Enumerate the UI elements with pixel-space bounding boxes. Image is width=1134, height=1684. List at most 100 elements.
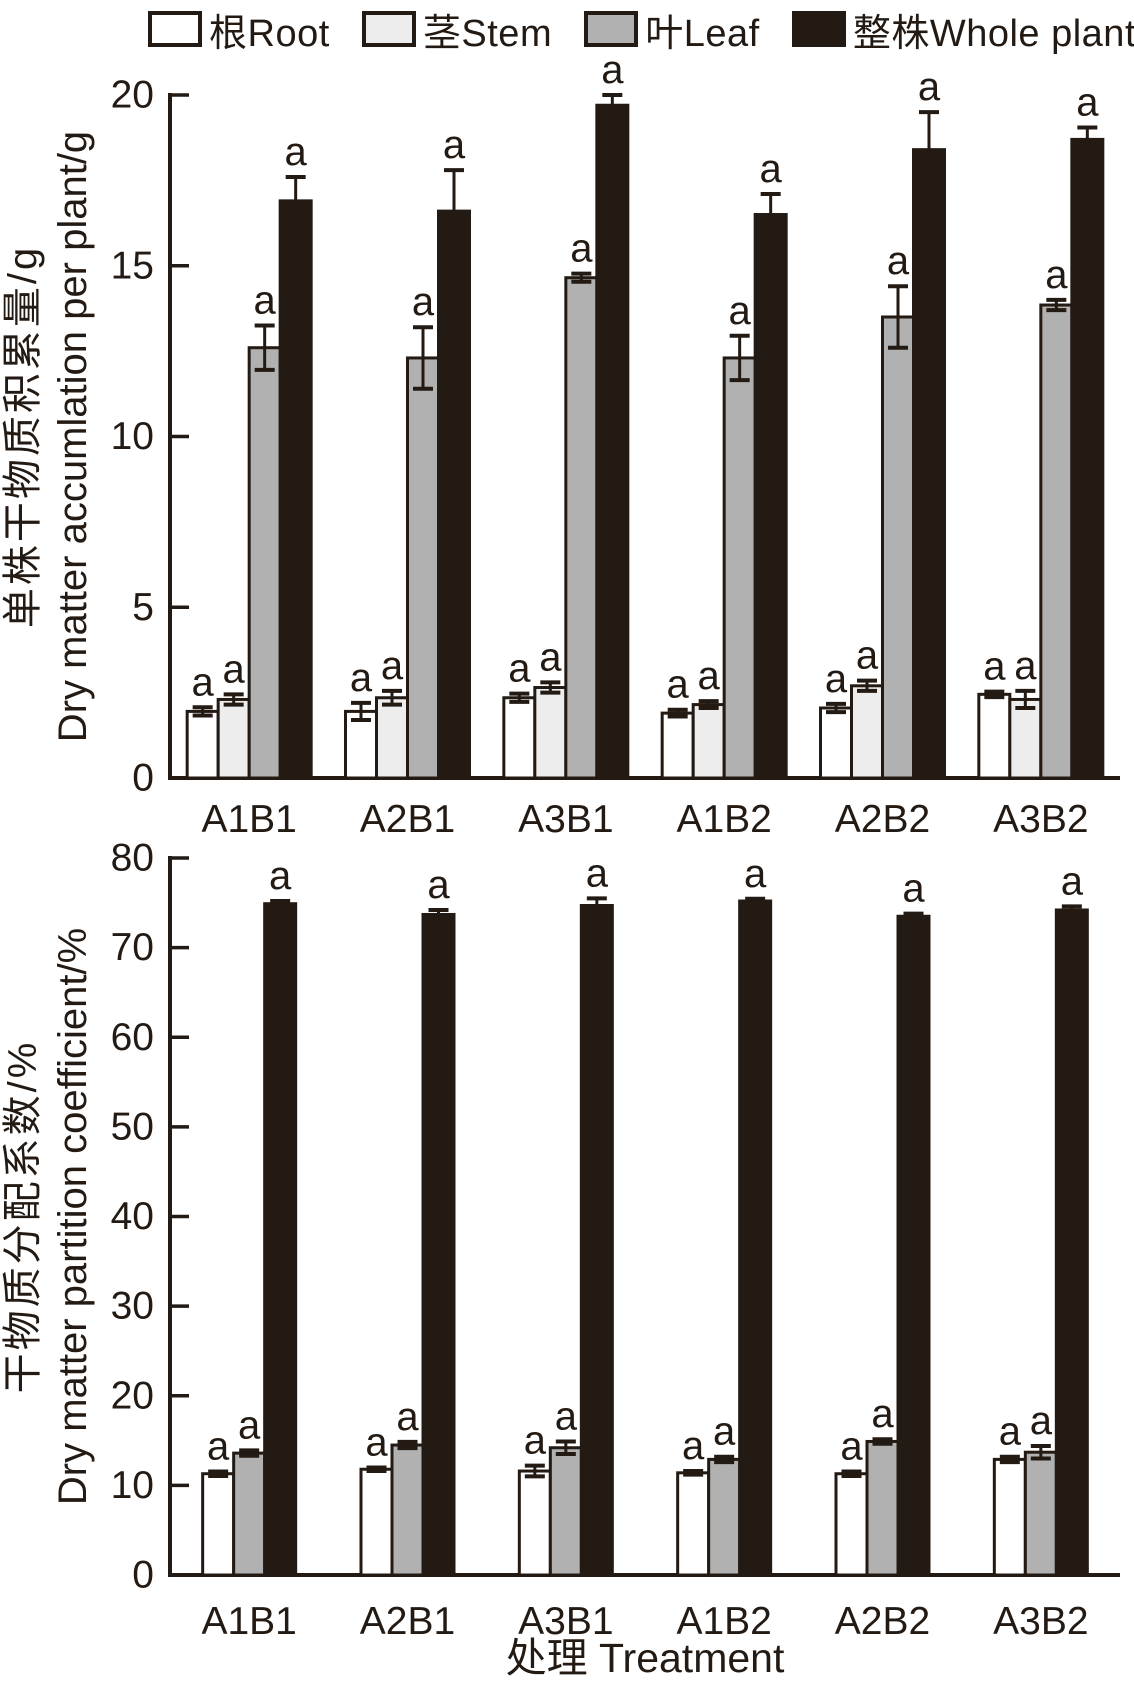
significance-letter: a xyxy=(1061,859,1084,903)
bar xyxy=(912,148,946,780)
significance-letter: a xyxy=(1045,253,1068,297)
whole-plant-swatch-icon xyxy=(791,11,846,47)
significance-letter: a xyxy=(539,635,562,679)
bar xyxy=(1054,908,1089,1577)
y-axis-title-zh: 单株干物质积累量/g xyxy=(1,245,45,628)
bar xyxy=(660,711,695,780)
bar xyxy=(896,914,931,1577)
bar xyxy=(375,696,409,780)
significance-letter: a xyxy=(524,1419,547,1463)
legend-label-stem: 茎Stem xyxy=(422,12,553,55)
significance-letter: a xyxy=(601,48,624,92)
bar xyxy=(865,1439,900,1577)
bar xyxy=(691,703,726,780)
bar xyxy=(533,686,568,780)
significance-letter: a xyxy=(682,1424,705,1468)
bar xyxy=(390,1443,425,1577)
x-tick-label: A2B2 xyxy=(835,798,930,841)
legend-item-stem: 茎Stem xyxy=(361,2,553,57)
significance-letter: a xyxy=(744,852,767,896)
bar xyxy=(421,912,456,1577)
significance-letter: a xyxy=(918,65,941,109)
y-axis-title-zh: 干物质分配系数/% xyxy=(1,1040,45,1394)
significance-letter: a xyxy=(555,1394,578,1438)
significance-letter: a xyxy=(856,634,879,678)
significance-letter: a xyxy=(840,1424,863,1468)
y-tick-label: 5 xyxy=(132,586,154,629)
bar xyxy=(1023,1450,1058,1577)
significance-letter: a xyxy=(1014,644,1037,688)
significance-letter: a xyxy=(381,644,404,688)
y-tick-label: 10 xyxy=(111,1464,154,1507)
x-tick-label: A1B2 xyxy=(676,798,771,841)
significance-letter: a xyxy=(871,1392,894,1436)
bar xyxy=(819,706,853,780)
bar xyxy=(564,276,599,780)
stem-swatch-icon xyxy=(361,11,416,47)
bar xyxy=(977,692,1012,780)
y-tick-label: 15 xyxy=(111,244,154,287)
leaf-swatch-icon xyxy=(584,11,639,47)
significance-letter: a xyxy=(1030,1399,1053,1443)
y-tick-label: 80 xyxy=(111,837,154,880)
significance-letter: a xyxy=(192,660,215,704)
significance-letter: a xyxy=(570,227,593,271)
significance-letter: a xyxy=(412,280,435,324)
x-tick-label: A3B1 xyxy=(518,1600,613,1643)
legend-item-leaf: 叶Leaf xyxy=(584,2,759,57)
bar xyxy=(548,1446,583,1577)
bar xyxy=(722,356,757,780)
significance-letter: a xyxy=(729,289,752,333)
legend-item-whole-plant: 整株Whole plant xyxy=(791,2,1134,57)
bar xyxy=(232,1451,267,1577)
bar xyxy=(247,346,282,780)
x-tick-label: A3B2 xyxy=(993,798,1088,841)
bar xyxy=(216,697,251,780)
root-swatch-icon xyxy=(148,11,202,47)
bar xyxy=(1070,137,1105,780)
legend: 根Root 茎Stem 叶Leaf 整株Whole plant xyxy=(148,2,1134,56)
y-tick-label: 50 xyxy=(111,1105,154,1148)
bar xyxy=(502,696,537,780)
significance-letter: a xyxy=(1076,80,1099,124)
bar xyxy=(344,709,378,780)
significance-letter: a xyxy=(667,663,690,707)
y-tick-label: 60 xyxy=(111,1016,154,1059)
bar xyxy=(676,1471,711,1577)
bar xyxy=(595,103,630,780)
significance-letter: a xyxy=(238,1403,261,1447)
significance-letter: a xyxy=(365,1420,388,1464)
bar xyxy=(992,1457,1027,1577)
legend-label-root: 根Root xyxy=(209,12,330,55)
significance-letter: a xyxy=(285,130,308,174)
significance-letter: a xyxy=(983,645,1006,689)
bar xyxy=(263,902,298,1577)
bar xyxy=(738,899,773,1577)
significance-letter: a xyxy=(508,647,531,691)
bar xyxy=(1039,303,1074,780)
bar xyxy=(881,315,915,780)
x-tick-label: A2B1 xyxy=(360,798,455,841)
bar xyxy=(359,1467,394,1577)
significance-letter: a xyxy=(825,657,848,701)
x-tick-label: A1B1 xyxy=(201,798,296,841)
x-tick-label: A3B1 xyxy=(518,798,613,841)
significance-letter: a xyxy=(760,147,783,191)
significance-letter: a xyxy=(269,854,292,898)
x-axis-title: 处理 Treatment xyxy=(506,1635,785,1681)
legend-label-leaf: 叶Leaf xyxy=(645,12,760,55)
y-tick-label: 70 xyxy=(111,926,154,969)
y-axis-title-en: Dry matter partition coefficient/% xyxy=(51,928,95,1505)
significance-letter: a xyxy=(443,123,466,167)
bar xyxy=(517,1469,552,1577)
x-tick-label: A1B1 xyxy=(201,1600,296,1643)
x-tick-label: A1B2 xyxy=(676,1600,771,1643)
y-tick-label: 0 xyxy=(132,1554,154,1597)
bar xyxy=(201,1472,236,1577)
x-tick-label: A3B2 xyxy=(993,1600,1088,1643)
y-tick-label: 40 xyxy=(111,1195,154,1238)
significance-letter: a xyxy=(586,851,609,895)
significance-letter: a xyxy=(223,647,246,691)
significance-letter: a xyxy=(902,867,925,911)
